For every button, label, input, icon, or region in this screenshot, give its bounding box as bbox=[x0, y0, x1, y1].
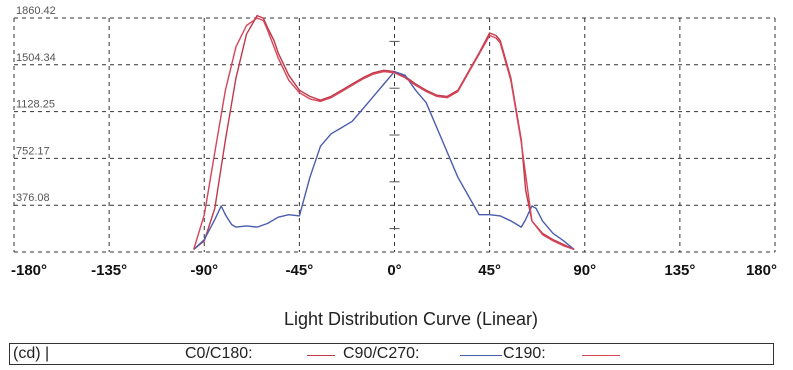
series-line-c90-c270 bbox=[194, 72, 575, 250]
series-line-c190 bbox=[194, 18, 575, 249]
y-tick-label: 1128.25 bbox=[16, 99, 55, 111]
x-tick-label: -45° bbox=[286, 262, 314, 279]
series-line-c0-c180 bbox=[194, 16, 575, 250]
x-tick-label: 135° bbox=[664, 262, 695, 279]
chart-title: Light Distribution Curve (Linear) bbox=[284, 309, 538, 329]
x-tick-label: 180° bbox=[746, 262, 777, 279]
y-tick-label: 1504.34 bbox=[16, 52, 56, 64]
y-tick-label: 752.17 bbox=[16, 145, 50, 157]
x-tick-label: -180° bbox=[11, 262, 47, 279]
y-tick-labels: 376.08 752.17 1128.25 1504.34 1860.42 bbox=[16, 5, 56, 204]
legend-swatch-c0-c180 bbox=[307, 355, 335, 356]
y-tick-label: 376.08 bbox=[16, 192, 50, 204]
legend-swatch-c190 bbox=[582, 355, 620, 356]
x-tick-label: 0° bbox=[387, 262, 401, 279]
x-tick-labels: -180° -135° -90° -45° 0° 45° 90° 135° 180° bbox=[11, 262, 777, 279]
series-lines bbox=[194, 16, 575, 250]
x-tick-label: -135° bbox=[91, 262, 127, 279]
legend-label-c190: C190: bbox=[503, 345, 546, 363]
grid-lines bbox=[14, 18, 775, 252]
x-tick-label: -90° bbox=[190, 262, 218, 279]
legend-label-c90-c270: C90/C270: bbox=[343, 345, 420, 363]
x-tick-label: 45° bbox=[478, 262, 501, 279]
legend-swatch-c90-c270 bbox=[460, 355, 502, 356]
y-tick-label: 1860.42 bbox=[16, 5, 56, 17]
x-tick-label: 90° bbox=[573, 262, 596, 279]
legend-label-c0-c180: C0/C180: bbox=[185, 345, 253, 363]
legend: (cd) | C0/C180: C90/C270: C190: bbox=[9, 343, 774, 365]
unit-label: (cd) | bbox=[13, 345, 49, 363]
